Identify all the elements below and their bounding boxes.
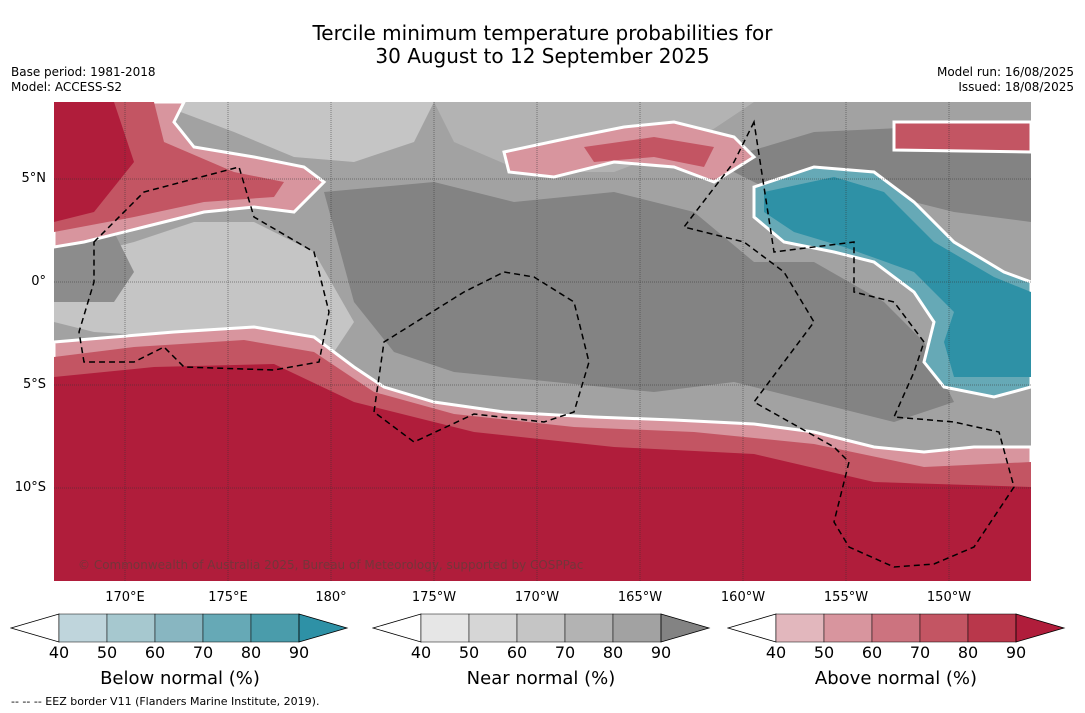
colorbar-segment xyxy=(612,613,662,643)
below-normal-east-region-core xyxy=(764,177,1031,377)
above-normal-north-patch-core xyxy=(584,137,714,167)
near-normal-dark-region xyxy=(54,232,134,302)
colorbar-segment xyxy=(516,613,566,643)
colorbar-segment xyxy=(58,613,108,643)
colorbar-min-extension xyxy=(372,613,422,643)
lat-label-0: 0° xyxy=(31,274,46,289)
colorbar-max-extension xyxy=(1015,613,1066,643)
lon-label: 170°W xyxy=(514,590,560,605)
colorbar-min-extension xyxy=(10,613,60,643)
base-period: Base period: 1981-2018 xyxy=(11,65,156,79)
colorbar-tick-label: 40 xyxy=(765,643,787,662)
colorbar-tick-label: 90 xyxy=(1005,643,1027,662)
eez-border xyxy=(78,166,330,371)
colorbar-tick-label: 80 xyxy=(240,643,262,662)
colorbar-min-extension xyxy=(727,613,777,643)
colorbar-segment xyxy=(871,613,921,643)
eez-borders xyxy=(78,119,1015,568)
colorbar-segment xyxy=(154,613,204,643)
lon-label: 150°W xyxy=(926,590,972,605)
below-normal-colorbar xyxy=(10,613,349,643)
above-normal-northeast-patch xyxy=(892,120,1031,154)
colorbar-tick-label: 80 xyxy=(602,643,624,662)
colorbar-segment xyxy=(250,613,300,643)
lat-label-5s: 5°S xyxy=(22,377,46,392)
colorbar-tick-label: 70 xyxy=(192,643,214,662)
colorbar-tick-label: 40 xyxy=(48,643,70,662)
lat-label-10s: 10°S xyxy=(14,480,46,495)
above-normal-colorbar xyxy=(727,613,1066,643)
above-normal-south-region-core xyxy=(54,364,1031,581)
colorbar-tick-label: 70 xyxy=(909,643,931,662)
lon-label: 155°W xyxy=(823,590,869,605)
colorbar-segment xyxy=(202,613,252,643)
issued-date: Issued: 18/08/2025 xyxy=(958,80,1074,94)
lon-label: 175°E xyxy=(208,590,248,605)
colorbar-tick-label: 80 xyxy=(957,643,979,662)
colorbar-segment xyxy=(564,613,614,643)
below-normal-title: Below normal (%) xyxy=(100,668,260,689)
copyright-notice: © Commonwealth of Australia 2025, Bureau… xyxy=(78,558,584,572)
title-line-2: 30 August to 12 September 2025 xyxy=(375,44,710,68)
colorbar-tick-label: 90 xyxy=(650,643,672,662)
above-normal-title: Above normal (%) xyxy=(814,668,978,689)
eez-border xyxy=(682,119,1015,568)
lon-label: 165°W xyxy=(617,590,663,605)
lon-label: 160°W xyxy=(720,590,766,605)
colorbar-tick-label: 50 xyxy=(96,643,118,662)
colorbar-max-extension xyxy=(660,613,711,643)
near-normal-title: Near normal (%) xyxy=(466,668,616,689)
colorbar-max-extension xyxy=(298,613,349,643)
colorbar-tick-label: 70 xyxy=(554,643,576,662)
above-normal-northwest-region-core xyxy=(54,102,134,222)
colorbar-segment xyxy=(775,613,825,643)
colorbar-tick-label: 60 xyxy=(861,643,883,662)
model-run-info: Model run: 16/08/2025 Issued: 18/08/2025 xyxy=(937,65,1074,95)
colorbar-segment xyxy=(106,613,156,643)
title-line-1: Tercile minimum temperature probabilitie… xyxy=(312,21,773,45)
lon-label: 175°W xyxy=(411,590,457,605)
colorbar-segment xyxy=(468,613,518,643)
map-title: Tercile minimum temperature probabilitie… xyxy=(0,22,1085,68)
colorbar-segment xyxy=(967,613,1017,643)
probability-map xyxy=(54,102,1031,581)
graticule xyxy=(54,102,1031,581)
colorbar-tick-label: 50 xyxy=(813,643,835,662)
near-normal-colorbar xyxy=(372,613,711,643)
near-normal-light-region xyxy=(54,222,354,352)
colorbar-segment xyxy=(823,613,873,643)
colorbar-tick-label: 90 xyxy=(288,643,310,662)
eez-legend: -- -- -- EEZ border V11 (Flanders Marine… xyxy=(11,695,320,708)
eez-border xyxy=(373,271,590,443)
lon-label: 170°E xyxy=(105,590,145,605)
colorbar-segment xyxy=(919,613,969,643)
colorbar-tick-label: 60 xyxy=(144,643,166,662)
model-run: Model run: 16/08/2025 xyxy=(936,65,1074,79)
near-normal-light-region xyxy=(154,102,434,162)
colorbar-tick-label: 60 xyxy=(506,643,528,662)
lat-label-5n: 5°N xyxy=(21,171,47,186)
near-normal-dark-region xyxy=(324,182,954,422)
colorbar-tick-label: 50 xyxy=(458,643,480,662)
base-period-info: Base period: 1981-2018 Model: ACCESS-S2 xyxy=(11,65,156,95)
model-name: Model: ACCESS-S2 xyxy=(11,80,123,94)
colorbar-segment xyxy=(420,613,470,643)
colorbar-tick-label: 40 xyxy=(410,643,432,662)
lon-label: 180° xyxy=(315,590,347,605)
